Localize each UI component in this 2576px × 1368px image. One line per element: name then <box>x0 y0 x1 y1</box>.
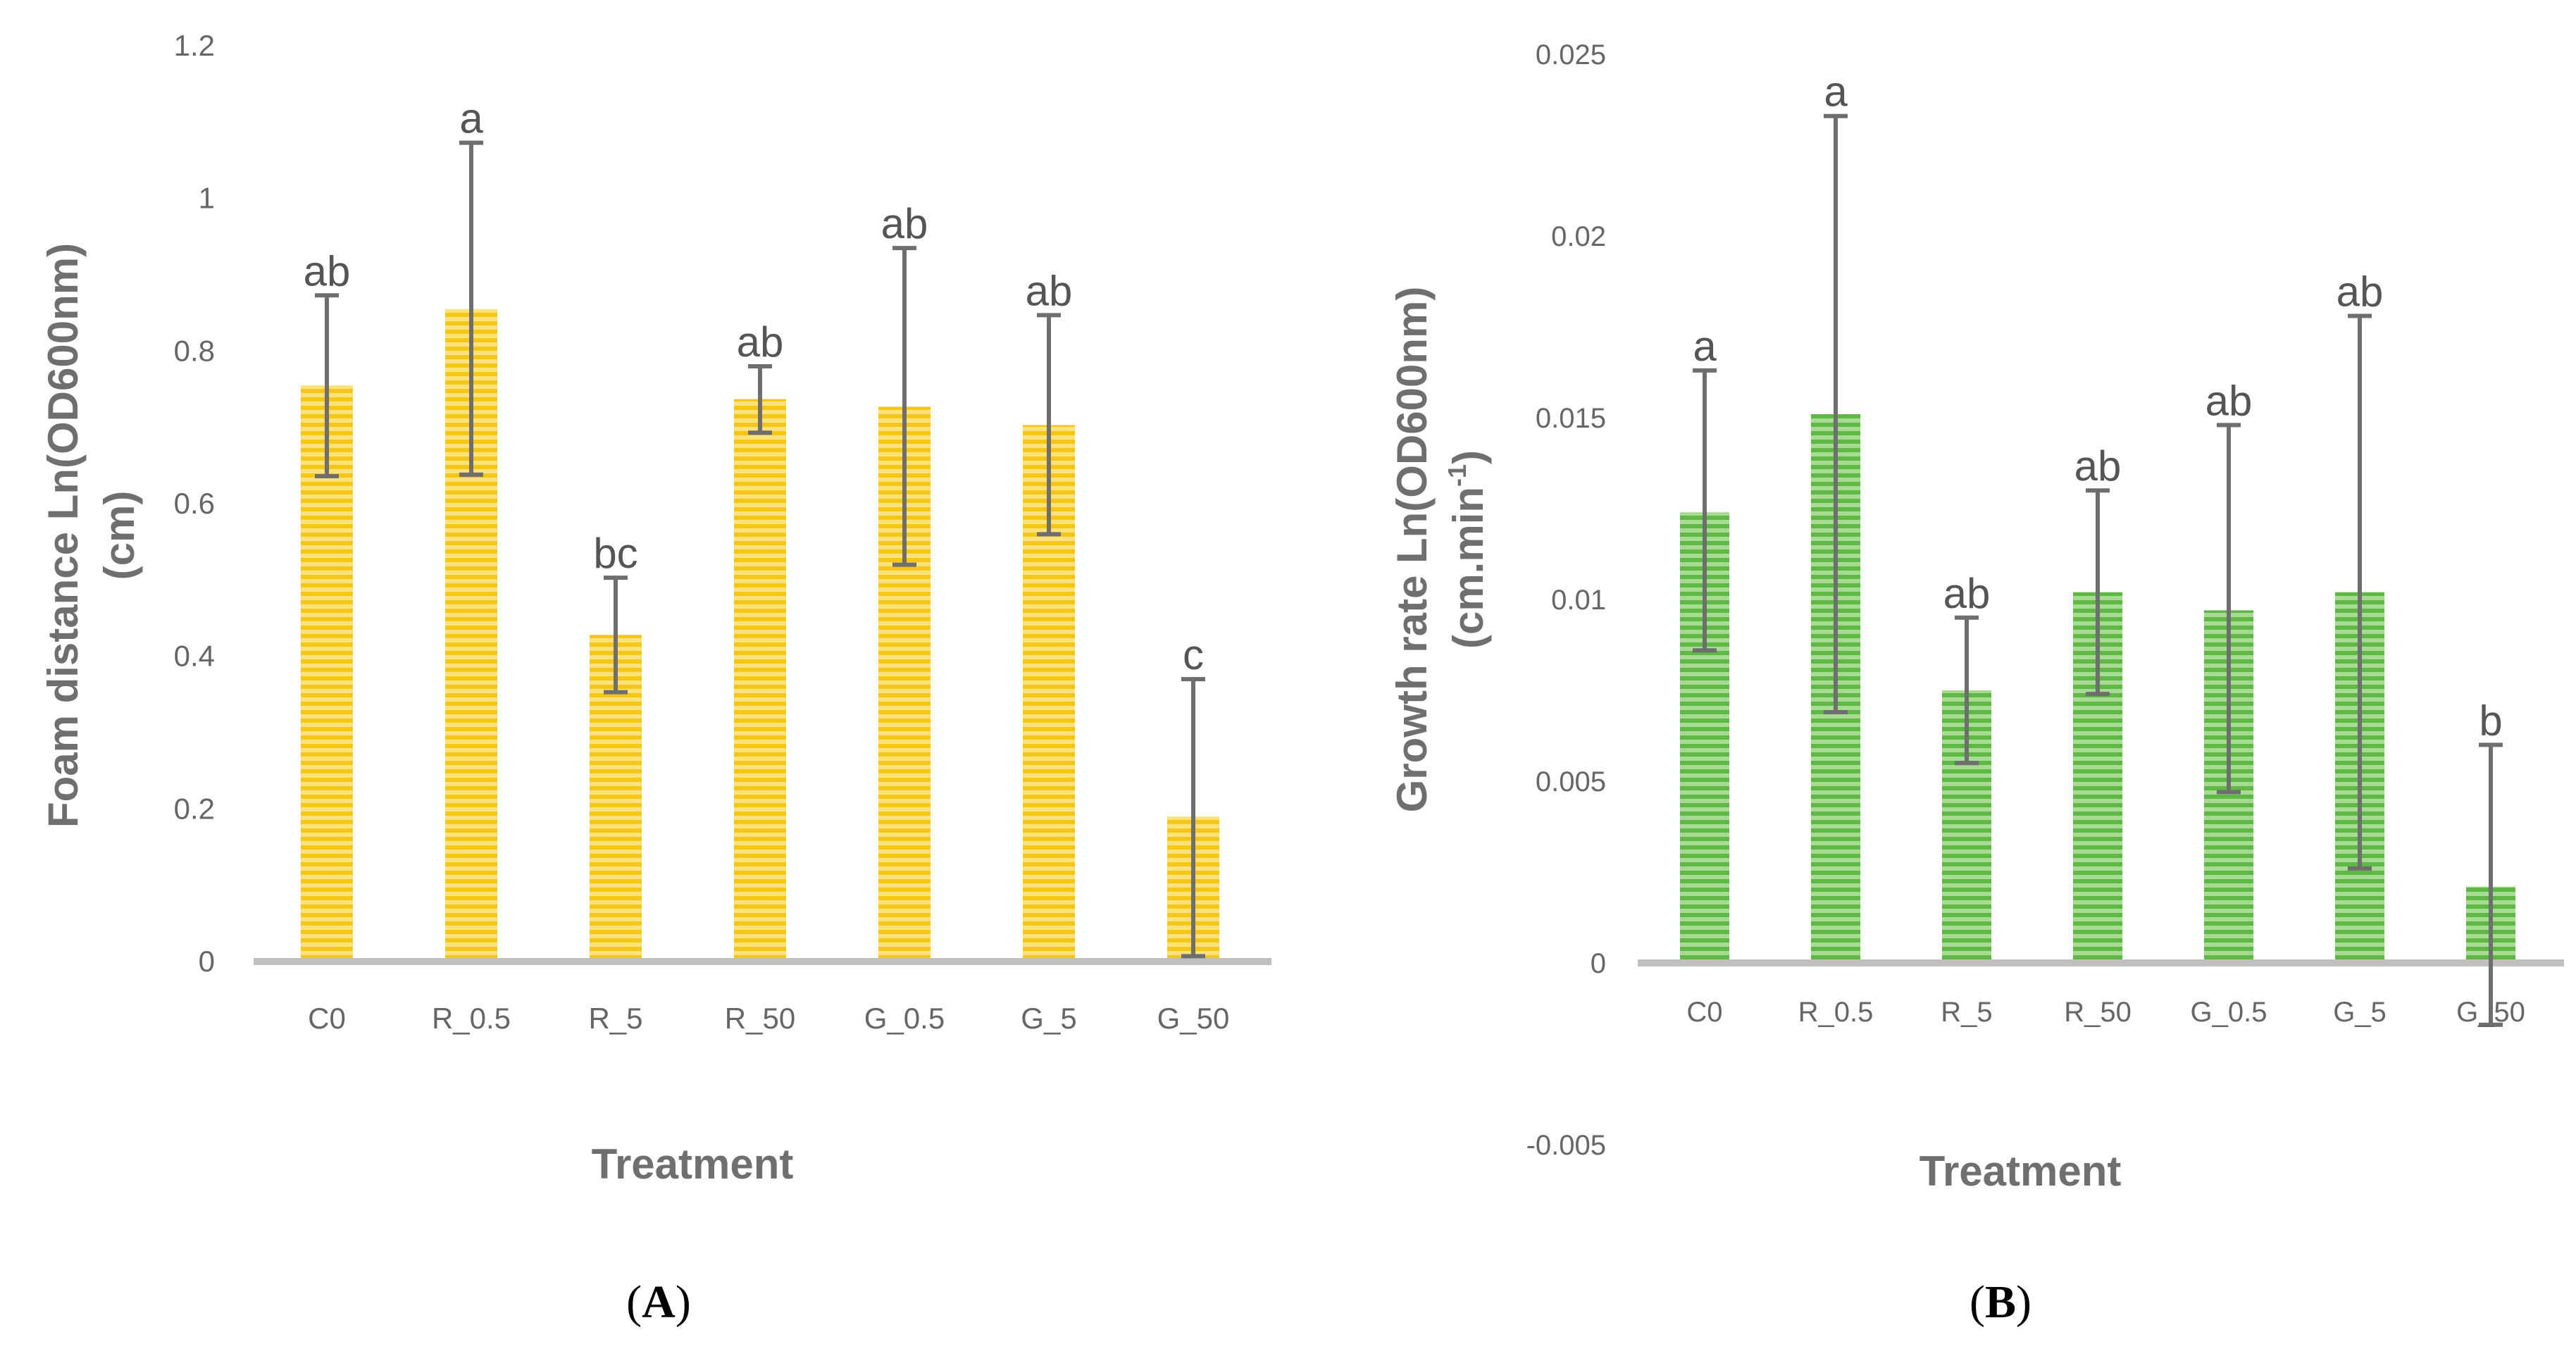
b-y-tick-label: 0.01 <box>1551 585 1606 616</box>
a-bar-C0 <box>301 385 353 962</box>
a-x-tick-label: C0 <box>308 1002 346 1035</box>
a-panel-label-letter: A <box>642 1276 676 1328</box>
b-sig-label-R_0.5: a <box>1824 68 1848 116</box>
b-sig-label-G_0.5: ab <box>2205 377 2253 424</box>
b-x-ticks: C0 R_0.5 R_5 R_50 G_0.5 G_5 G_50 <box>1686 997 2525 1028</box>
b-panel-label: (B) <box>1970 1276 2031 1328</box>
b-y-axis-title-line2-end: ) <box>1445 450 1492 464</box>
a-y-tick-label: 0.4 <box>174 640 215 673</box>
a-y-tick-label: 1.2 <box>174 29 215 62</box>
b-y-tick-label: 0.025 <box>1536 39 1606 70</box>
a-y-tick-label: 0.6 <box>174 487 215 520</box>
a-y-ticks: 0 0.2 0.4 0.6 0.8 1 1.2 <box>174 29 215 978</box>
a-x-tick-label: R_50 <box>725 1002 795 1035</box>
b-x-tick-label: R_50 <box>2064 997 2132 1028</box>
a-x-ticks: C0 R_0.5 R_5 R_50 G_0.5 G_5 G_50 <box>308 1002 1229 1035</box>
b-y-axis-title-line2-sup: -1 <box>1443 464 1471 487</box>
b-x-tick-label: R_5 <box>1941 997 1992 1028</box>
b-x-tick-label: R_0.5 <box>1798 997 1874 1028</box>
b-y-tick-label: 0.005 <box>1536 766 1606 797</box>
a-panel-label-close: ) <box>676 1276 691 1328</box>
a-sig-label-G_0.5: ab <box>881 200 928 247</box>
a-x-tick-label: G_5 <box>1021 1002 1076 1035</box>
b-y-tick-label: 0.015 <box>1536 403 1606 434</box>
b-y-tick-label: -0.005 <box>1526 1130 1606 1161</box>
b-sig-label-G_5: ab <box>2337 268 2384 316</box>
a-sig-label-R_5: bc <box>593 530 637 577</box>
a-x-tick-label: R_5 <box>588 1002 642 1035</box>
b-x-tick-label: C0 <box>1686 997 1722 1028</box>
a-y-tick-label: 0 <box>199 945 215 978</box>
b-x-axis-title: Treatment <box>1919 1148 2122 1195</box>
a-x-tick-label: R_0.5 <box>432 1002 511 1035</box>
a-sig-label-R_50: ab <box>737 318 784 366</box>
b-x-tick-label: G_0.5 <box>2191 997 2267 1028</box>
a-bar-R_50 <box>734 399 786 962</box>
b-y-tick-label: 0.02 <box>1551 221 1606 252</box>
a-x-axis-title: Treatment <box>592 1140 794 1188</box>
b-x-tick-label: G_5 <box>2333 997 2387 1028</box>
a-sig-label-G_5: ab <box>1026 267 1073 314</box>
b-sig-label-R_50: ab <box>2074 442 2122 490</box>
b-sig-label-R_5: ab <box>1943 570 1991 617</box>
a-y-tick-label: 0.8 <box>174 334 215 367</box>
b-x-tick-label: G_50 <box>2456 997 2525 1028</box>
a-panel-label: (A) <box>626 1276 691 1328</box>
a-y-tick-label: 0.2 <box>174 792 215 825</box>
b-y-tick-label: 0 <box>1591 948 1606 979</box>
b-y-axis-title: Growth rate Ln(OD600nm) <box>1388 287 1436 813</box>
b-panel-label-close: ) <box>2016 1276 2031 1328</box>
b-sig-label-G_50: b <box>2479 697 2502 744</box>
b-error-bars <box>1693 113 2503 1027</box>
a-error-bars <box>315 140 1205 959</box>
a-x-tick-label: G_50 <box>1157 1002 1230 1035</box>
a-y-axis-title-line2: (cm) <box>96 491 143 580</box>
a-sig-label-R_0.5: a <box>459 95 483 142</box>
b-panel-label-letter: B <box>1985 1276 2016 1328</box>
a-bars <box>301 309 1219 962</box>
b-panel-label-open: ( <box>1970 1276 1985 1328</box>
a-sig-label-C0: ab <box>304 247 351 294</box>
a-x-tick-label: G_0.5 <box>864 1002 945 1035</box>
b-significance-labels: a a ab ab ab ab b <box>1693 68 2502 745</box>
b-y-ticks: -0.005 0 0.005 0.01 0.015 0.02 0.025 <box>1526 39 1606 1161</box>
a-y-axis-title: Foam distance Ln(OD600nm) <box>39 243 87 828</box>
a-y-tick-label: 1 <box>199 182 215 215</box>
b-sig-label-C0: a <box>1693 323 1717 370</box>
b-y-axis-title-line2: (cm.min-1) <box>1443 450 1492 649</box>
a-panel-label-open: ( <box>626 1276 642 1328</box>
a-sig-label-G_50: c <box>1183 631 1204 678</box>
b-x-axis-line <box>1638 959 2564 966</box>
a-x-axis-line <box>254 958 1271 965</box>
b-y-axis-title-line2-base: (cm.min <box>1445 487 1492 649</box>
